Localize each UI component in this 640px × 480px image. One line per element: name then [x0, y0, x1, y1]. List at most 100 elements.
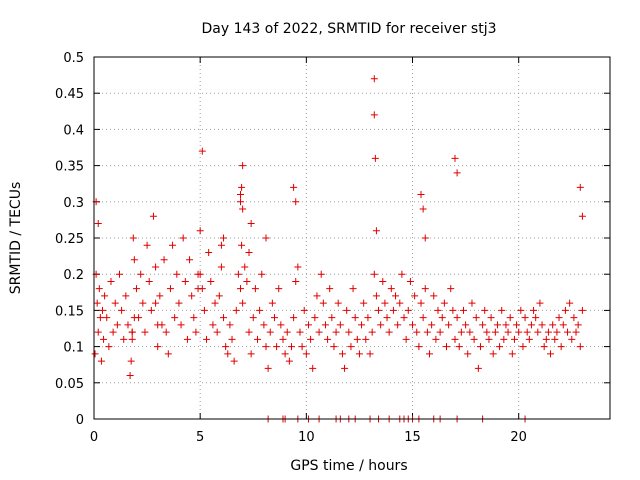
data-point	[307, 335, 315, 343]
data-point	[481, 306, 489, 314]
data-point	[162, 328, 170, 336]
data-point	[476, 343, 484, 351]
data-point	[574, 321, 582, 329]
data-point	[434, 306, 442, 314]
data-point	[372, 292, 380, 300]
data-point	[453, 169, 461, 177]
data-point	[366, 350, 374, 358]
data-point	[324, 335, 332, 343]
data-point	[154, 321, 162, 329]
data-point	[343, 306, 351, 314]
data-point	[243, 277, 251, 285]
data-point	[249, 314, 257, 322]
data-point	[451, 154, 459, 162]
data-point	[370, 270, 378, 278]
data-point	[549, 321, 557, 329]
data-point	[578, 306, 586, 314]
data-point	[347, 343, 355, 351]
data-point	[578, 212, 586, 220]
y-axis-label: SRMTID / TECUs	[8, 182, 24, 295]
data-point	[334, 299, 342, 307]
data-point	[256, 306, 264, 314]
data-point	[143, 241, 151, 249]
data-point	[540, 343, 548, 351]
data-point	[241, 263, 249, 271]
data-point	[196, 270, 204, 278]
data-point	[428, 321, 436, 329]
data-point	[186, 256, 194, 264]
data-point	[409, 321, 417, 329]
data-point	[394, 321, 402, 329]
data-point	[213, 328, 221, 336]
data-point	[555, 314, 563, 322]
data-point	[105, 343, 113, 351]
y-tick-label: 0.15	[55, 304, 84, 319]
data-point	[270, 314, 278, 322]
x-tick-label: 10	[298, 430, 315, 445]
data-point	[160, 256, 168, 264]
grid-lines	[94, 57, 610, 419]
data-point	[341, 364, 349, 372]
data-point	[132, 285, 140, 293]
data-point	[237, 198, 245, 206]
data-point	[239, 205, 247, 213]
y-tick-label: 0.5	[63, 51, 84, 66]
data-point	[351, 314, 359, 322]
data-point	[523, 328, 531, 336]
data-point	[513, 321, 521, 329]
y-tick-label: 0.2	[63, 268, 84, 283]
data-point	[462, 321, 470, 329]
data-point	[527, 321, 535, 329]
data-point	[436, 328, 444, 336]
data-point	[95, 285, 103, 293]
axis-ticks: 0 0.05 0.1 0.15 0.2 0.25 0.3 0.35 0.4 0.45 0.5 0 5 10…	[55, 51, 610, 445]
x-axis-label: GPS time / hours	[290, 458, 407, 474]
data-point	[459, 306, 467, 314]
data-point	[385, 328, 393, 336]
data-point	[576, 183, 584, 191]
data-point	[203, 335, 211, 343]
data-point	[296, 328, 304, 336]
data-point	[128, 328, 136, 336]
data-point	[538, 321, 546, 329]
x-tick-label: 20	[510, 430, 527, 445]
data-point	[103, 314, 111, 322]
data-point	[100, 335, 108, 343]
y-tick-label: 0.25	[55, 232, 84, 247]
data-point	[319, 299, 327, 307]
data-point	[400, 314, 408, 322]
data-point	[192, 328, 200, 336]
x-tick-label: 5	[196, 430, 204, 445]
data-point	[101, 292, 109, 300]
data-point	[521, 314, 529, 322]
data-point	[402, 335, 410, 343]
y-tick-label: 0.4	[63, 123, 84, 138]
data-point	[152, 263, 160, 271]
data-point	[247, 350, 255, 358]
data-point	[120, 335, 128, 343]
data-point	[553, 328, 561, 336]
data-point	[220, 234, 228, 242]
data-point	[479, 321, 487, 329]
data-point	[113, 321, 121, 329]
data-point	[498, 306, 506, 314]
data-point	[217, 241, 225, 249]
data-point	[491, 328, 499, 336]
data-point	[559, 321, 567, 329]
data-point	[183, 335, 191, 343]
data-point	[542, 335, 550, 343]
data-point	[358, 321, 366, 329]
data-point	[294, 263, 302, 271]
data-point	[515, 328, 523, 336]
data-point	[415, 343, 423, 351]
data-point	[496, 343, 504, 351]
data-point	[285, 357, 293, 365]
data-point	[137, 270, 145, 278]
data-point	[179, 234, 187, 242]
data-point	[290, 183, 298, 191]
data-point	[557, 343, 565, 351]
data-point	[406, 277, 414, 285]
y-tick-label: 0	[76, 413, 84, 428]
data-point	[139, 299, 147, 307]
data-point	[91, 350, 99, 358]
